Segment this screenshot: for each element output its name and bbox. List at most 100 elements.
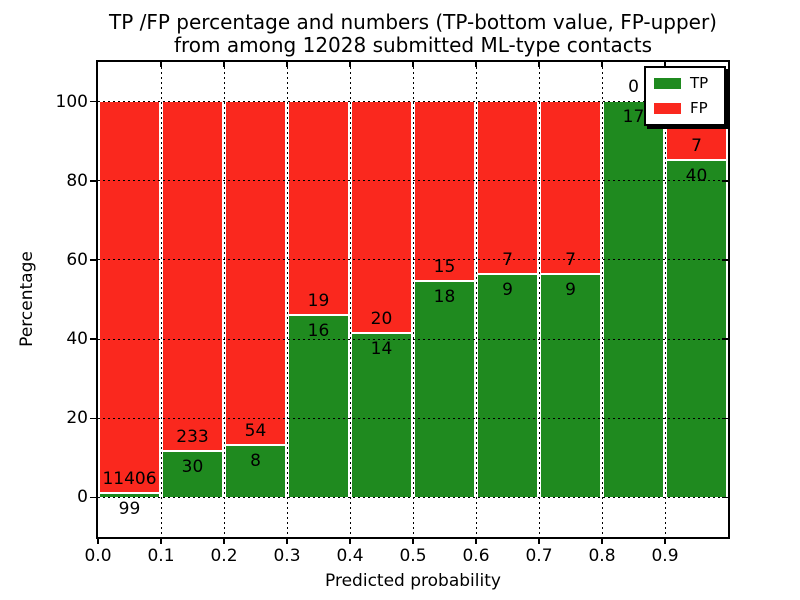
tp-count-label: 99 [118, 499, 141, 519]
x-grid-line [538, 62, 540, 537]
fp-count-label: 7 [565, 249, 576, 270]
x-tick-label: 0.6 [462, 546, 490, 566]
x-tick [538, 539, 540, 544]
x-tick-top [223, 62, 225, 67]
tp-count-label: 9 [502, 279, 513, 300]
y-tick [90, 100, 96, 103]
x-tick [349, 539, 351, 544]
y-tick-right [722, 259, 728, 261]
x-grid-line [412, 62, 414, 537]
chart-title-line1: TP /FP percentage and numbers (TP-bottom… [109, 10, 717, 34]
histogram-bar-0.6 [478, 101, 537, 498]
x-tick-top [286, 62, 288, 67]
x-tick-top [349, 62, 351, 67]
tp-count-label: 40 [685, 165, 708, 186]
bar-fp-segment [541, 101, 600, 275]
fp-count-label: 233 [176, 427, 209, 448]
x-tick-top [538, 62, 540, 67]
fp-count-label: 11406 [102, 469, 157, 489]
x-tick-label: 0.2 [210, 546, 238, 566]
bar-fp-segment [100, 101, 159, 494]
x-tick-label: 0.1 [147, 546, 175, 566]
tp-count-label: 14 [370, 339, 393, 360]
y-tick-label: 0 [77, 487, 88, 508]
y-tick-label: 40 [66, 329, 88, 350]
histogram-bar-0.0 [100, 101, 159, 498]
bar-fp-segment [289, 101, 348, 317]
x-grid-line [475, 62, 477, 537]
x-tick [223, 539, 225, 544]
bar-fp-segment [163, 101, 222, 453]
x-axis-label: Predicted probability [325, 571, 501, 591]
bar-fp-segment [478, 101, 537, 275]
x-grid-line [601, 62, 603, 537]
x-tick [601, 539, 603, 544]
x-tick [160, 539, 162, 544]
x-tick-top [601, 62, 603, 67]
bar-fp-segment [352, 101, 411, 335]
x-tick-top [664, 62, 666, 67]
x-tick [412, 539, 414, 544]
fp-count-label: 20 [370, 309, 393, 330]
legend-item-tp: TP [654, 73, 716, 94]
x-grid-line [286, 62, 288, 537]
x-grid-line [349, 62, 351, 537]
histogram-bar-0.3 [289, 101, 348, 498]
histogram-bar-0.1 [163, 101, 222, 498]
x-tick-label: 0.5 [399, 546, 427, 566]
fp-count-label: 54 [244, 421, 267, 442]
tp-count-label: 8 [250, 451, 261, 472]
tp-count-label: 17 [622, 106, 645, 127]
x-tick-top [412, 62, 414, 67]
x-tick-top [475, 62, 477, 67]
tp-count-label: 16 [307, 321, 330, 342]
y-grid-line [98, 101, 728, 103]
x-grid-line [160, 62, 162, 537]
y-tick-right [722, 417, 728, 419]
tp-count-label: 9 [565, 279, 576, 300]
fp-count-label: 19 [307, 291, 330, 312]
legend: TP FP [644, 66, 726, 126]
y-axis-label: Percentage [17, 251, 37, 347]
x-tick-label: 0.8 [588, 546, 616, 566]
y-tick [90, 259, 96, 261]
y-grid-line [98, 338, 728, 340]
x-tick-top [160, 62, 162, 67]
x-tick [97, 539, 99, 544]
y-grid-line [98, 259, 728, 261]
y-tick-right [722, 338, 728, 340]
y-grid-line [98, 496, 728, 498]
fp-count-label: 0 [628, 76, 639, 97]
fp-count-label: 15 [433, 256, 456, 277]
y-tick-right [722, 496, 728, 499]
histogram-bar-0.5 [415, 101, 474, 498]
y-tick-label: 100 [55, 91, 88, 112]
tp-count-label: 18 [433, 286, 456, 307]
y-tick-right [722, 180, 728, 182]
tp-count-label: 30 [181, 457, 204, 478]
legend-label-tp: TP [690, 74, 709, 92]
x-tick-label: 0.4 [336, 546, 364, 566]
y-tick [90, 338, 96, 340]
y-tick-label: 80 [66, 170, 88, 191]
y-tick [90, 496, 96, 499]
y-tick [90, 417, 96, 419]
bar-fp-segment [415, 101, 474, 282]
fp-count-label: 7 [691, 135, 702, 156]
x-tick-label: 0.9 [651, 546, 679, 566]
legend-swatch-tp-icon [654, 78, 681, 89]
histogram-bar-0.2 [226, 101, 285, 498]
y-tick [90, 180, 96, 182]
y-grid-line [98, 180, 728, 182]
x-tick-label: 0.3 [273, 546, 301, 566]
x-tick [286, 539, 288, 544]
legend-label-fp: FP [690, 99, 708, 117]
chart-title-line2: from among 12028 submitted ML-type conta… [173, 33, 653, 57]
legend-item-fp: FP [654, 98, 716, 119]
x-tick [664, 539, 666, 544]
x-tick [475, 539, 477, 544]
legend-swatch-fp-icon [654, 103, 681, 114]
histogram-bar-0.9 [667, 101, 726, 498]
y-grid-line [98, 417, 728, 419]
